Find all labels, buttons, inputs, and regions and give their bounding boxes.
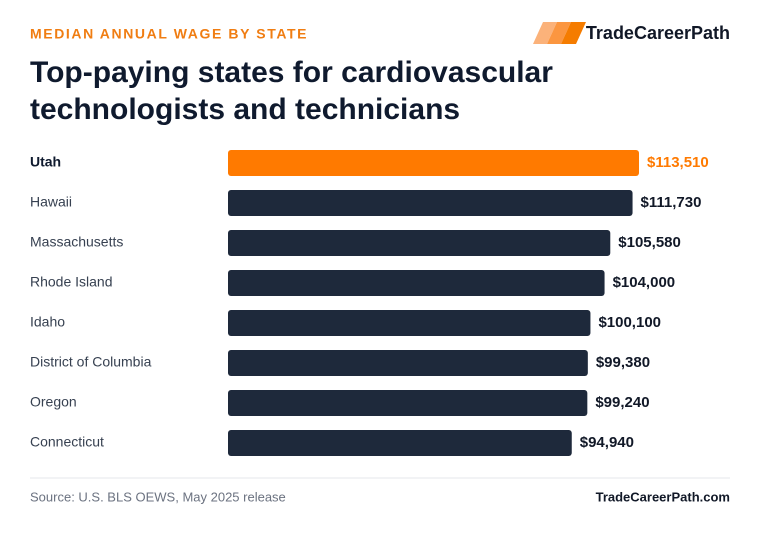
category-label: Utah bbox=[30, 154, 61, 170]
value-label: $99,380 bbox=[596, 354, 650, 371]
value-label: $100,100 bbox=[598, 314, 661, 331]
chart-title: Top-paying states for cardiovascular bbox=[30, 56, 553, 89]
subtitle: MEDIAN ANNUAL WAGE BY STATE bbox=[30, 26, 308, 42]
bar bbox=[228, 150, 639, 176]
value-label: $111,730 bbox=[641, 194, 702, 211]
value-label: $113,510 bbox=[647, 154, 709, 171]
category-label: Rhode Island bbox=[30, 274, 113, 290]
category-label: Massachusetts bbox=[30, 234, 123, 250]
bar bbox=[228, 270, 605, 296]
source: Source: U.S. BLS OEWS, May 2025 release bbox=[30, 489, 286, 504]
value-label: $105,580 bbox=[618, 234, 681, 251]
brand: TradeCareerPath bbox=[586, 23, 730, 43]
chart-title: technologists and technicians bbox=[30, 93, 460, 126]
category-label: Oregon bbox=[30, 394, 77, 410]
logo-icon bbox=[533, 22, 586, 44]
bar bbox=[228, 430, 572, 456]
bar bbox=[228, 350, 588, 376]
bar bbox=[228, 390, 588, 416]
category-label: Idaho bbox=[30, 314, 65, 330]
bar bbox=[228, 230, 611, 256]
value-label: $99,240 bbox=[595, 394, 649, 411]
category-label: Hawaii bbox=[30, 194, 72, 210]
bar bbox=[228, 190, 633, 216]
value-label: $104,000 bbox=[613, 274, 676, 291]
bar bbox=[228, 310, 591, 336]
category-label: District of Columbia bbox=[30, 354, 152, 370]
category-label: Connecticut bbox=[30, 434, 104, 450]
value-label: $94,940 bbox=[580, 434, 634, 451]
footer: TradeCareerPath.com bbox=[596, 489, 730, 504]
